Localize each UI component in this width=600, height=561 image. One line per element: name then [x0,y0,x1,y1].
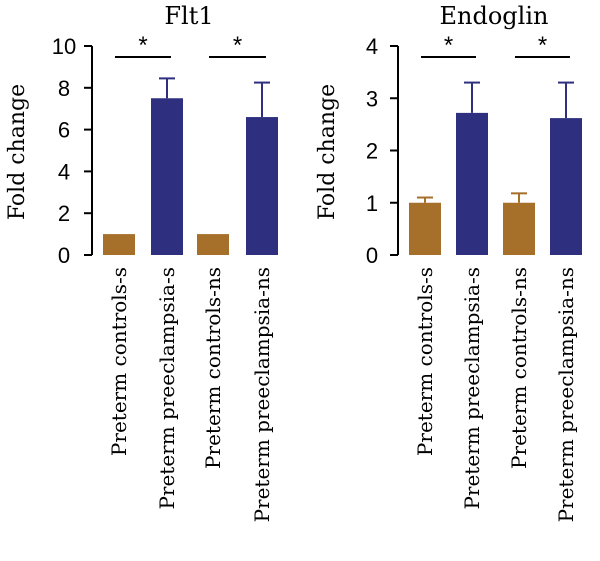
category-label-flt1-0: Preterm controls-s [107,267,131,456]
bar-endoglin-1 [456,112,488,255]
category-label-flt1-3: Preterm preeclampsia-ns [250,267,274,522]
bar-flt1-2 [197,234,229,255]
y-tick-label-flt1-5: 10 [52,34,76,59]
chart-marks-endoglin: 0 1 2 3 4 Preterm controls-s Preterm preeclamp… [366,32,582,522]
y-tick-label-flt1-1: 2 [58,201,70,226]
y-tick-label-endoglin-4: 4 [366,34,378,59]
chart-title-flt1: Flt1 [164,2,213,30]
panel-endoglin: Endoglin Fold change 0 1 2 3 4 Preterm contro… [315,2,582,522]
y-tick-label-endoglin-2: 2 [366,139,378,164]
category-label-endoglin-3: Preterm preeclampsia-ns [554,267,578,522]
y-tick-label-endoglin-1: 1 [366,191,378,216]
y-tick-label-endoglin-0: 0 [366,243,378,268]
bar-flt1-3 [246,117,278,255]
chart-title-endoglin: Endoglin [440,2,549,30]
category-label-endoglin-2: Preterm controls-ns [507,267,531,469]
category-label-flt1-2: Preterm controls-ns [201,267,225,469]
significance-star-endoglin-1: * [538,32,547,59]
bar-endoglin-0 [409,202,441,255]
bar-flt1-0 [103,234,135,255]
category-label-endoglin-1: Preterm preeclampsia-s [460,267,484,510]
chart-marks-flt1: 0 2 4 6 8 10 Preterm controls-s Preterm preecla… [52,32,278,522]
y-axis-label-flt1: Fold change [5,84,30,220]
category-label-endoglin-0: Preterm controls-s [413,267,437,456]
significance-star-endoglin-0: * [444,32,453,59]
y-tick-label-flt1-4: 8 [58,76,70,101]
panel-flt1: Flt1 Fold change 0 2 4 6 8 10 Preterm controls… [5,2,278,522]
category-label-flt1-1: Preterm preeclampsia-s [155,267,179,510]
bar-endoglin-3 [550,118,582,255]
significance-star-flt1-0: * [138,32,147,59]
y-tick-label-endoglin-3: 3 [366,86,378,111]
bar-endoglin-2 [503,202,535,255]
y-axis-label-endoglin: Fold change [315,84,340,220]
y-tick-label-flt1-0: 0 [58,243,70,268]
significance-star-flt1-1: * [233,32,242,59]
y-tick-label-flt1-3: 6 [58,118,70,143]
bar-flt1-1 [151,98,183,255]
y-tick-label-flt1-2: 4 [58,159,70,184]
